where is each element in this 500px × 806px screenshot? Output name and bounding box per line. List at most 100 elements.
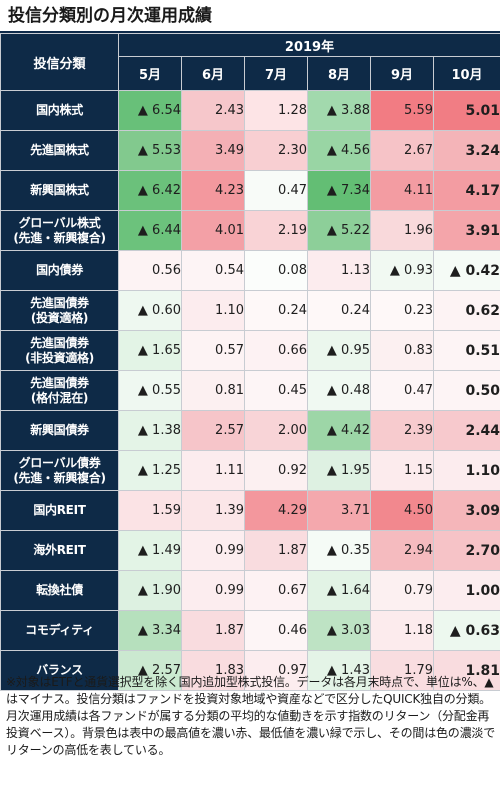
row-category-label: 先進国株式: [0, 130, 119, 171]
value-cell: 2.67: [370, 130, 434, 171]
value-cell: ▲ 0.35: [307, 530, 371, 571]
value-cell: 0.50: [432, 370, 500, 411]
value-cell: 0.45: [244, 370, 308, 411]
value-cell: 2.70: [432, 530, 500, 571]
value-cell: 3.24: [432, 130, 500, 171]
category-line: (先進・新興複合): [13, 470, 106, 485]
value-cell: ▲ 3.03: [307, 610, 371, 651]
table-row: 国内株式 ▲ 6.54 2.43 1.28 ▲ 3.88 5.59 5.01: [0, 90, 500, 131]
table-row: グローバル債券 (先進・新興複合) ▲ 1.25 1.11 0.92 ▲ 1.95 1.15…: [0, 450, 500, 491]
row-category-label: 国内債券: [0, 250, 119, 291]
table-row: 海外REIT ▲ 1.49 0.99 1.87 ▲ 0.35 2.94 2.70: [0, 530, 500, 571]
value-cell: 4.17: [432, 170, 500, 211]
value-cell: 0.66: [244, 330, 308, 371]
title-underline: [0, 31, 500, 33]
value-cell: ▲ 4.42: [307, 410, 371, 451]
value-cell: ▲ 3.88: [307, 90, 371, 131]
table-row: 先進国株式 ▲ 5.53 3.49 2.30 ▲ 4.56 2.67 3.24: [0, 130, 500, 171]
performance-table: 投信分類 2019年 5月 6月 7月 8月 9月 10月 国内株式 ▲ 6.54 2.43 1…: [0, 33, 500, 691]
row-category-label: バランス: [0, 650, 119, 691]
value-cell: 2.00: [244, 410, 308, 451]
value-cell: 4.23: [181, 170, 245, 211]
value-cell: 0.24: [307, 290, 371, 331]
value-cell: 0.57: [181, 330, 245, 371]
value-cell: ▲ 1.65: [118, 330, 182, 371]
category-line: 先進国債券: [30, 375, 89, 390]
row-category-label: コモディティ: [0, 610, 119, 651]
value-cell: 0.99: [181, 570, 245, 611]
category-line: 転換社債: [36, 583, 83, 597]
footnote: ※対象はETFと通貨選択型を除く国内追加型株式投信。データは各月末時点で、単位は…: [6, 675, 496, 757]
value-cell: 1.83: [181, 650, 245, 691]
value-cell: ▲ 0.60: [118, 290, 182, 331]
value-cell: 5.01: [432, 90, 500, 131]
value-cell: 4.11: [370, 170, 434, 211]
value-cell: 0.23: [370, 290, 434, 331]
value-cell: 1.11: [181, 450, 245, 491]
value-cell: 2.44: [432, 410, 500, 451]
value-cell: 3.09: [432, 490, 500, 531]
category-line: 海外REIT: [33, 543, 86, 557]
value-cell: 1.00: [432, 570, 500, 611]
month-header: 6月: [181, 56, 245, 91]
table-row: 転換社債 ▲ 1.90 0.99 0.67 ▲ 1.64 0.79 1.00: [0, 570, 500, 611]
table-row: 国内REIT 1.59 1.39 4.29 3.71 4.50 3.09: [0, 490, 500, 531]
value-cell: 0.67: [244, 570, 308, 611]
row-category-label: 先進国債券 (非投資適格): [0, 330, 119, 371]
row-category-label: グローバル株式 (先進・新興複合): [0, 210, 119, 251]
value-cell: 1.13: [307, 250, 371, 291]
value-cell: ▲ 0.48: [307, 370, 371, 411]
value-cell: ▲ 1.90: [118, 570, 182, 611]
value-cell: 0.83: [370, 330, 434, 371]
value-cell: 0.51: [432, 330, 500, 371]
value-cell: 0.99: [181, 530, 245, 571]
value-cell: 3.49: [181, 130, 245, 171]
month-header: 10月: [432, 56, 500, 91]
value-cell: ▲ 6.54: [118, 90, 182, 131]
value-cell: 2.94: [370, 530, 434, 571]
value-cell: ▲ 0.42: [432, 250, 500, 291]
value-cell: 0.47: [244, 170, 308, 211]
category-line: 国内REIT: [33, 503, 86, 517]
value-cell: 1.79: [370, 650, 434, 691]
value-cell: ▲ 3.34: [118, 610, 182, 651]
month-header: 7月: [244, 56, 308, 91]
category-line: 国内債券: [36, 263, 83, 277]
category-line: 先進国債券: [30, 335, 89, 350]
value-cell: 4.01: [181, 210, 245, 251]
value-cell: 0.79: [370, 570, 434, 611]
value-cell: 0.47: [370, 370, 434, 411]
value-cell: ▲ 6.42: [118, 170, 182, 211]
value-cell: ▲ 1.64: [307, 570, 371, 611]
row-category-label: 国内REIT: [0, 490, 119, 531]
value-cell: 1.18: [370, 610, 434, 651]
value-cell: ▲ 7.34: [307, 170, 371, 211]
value-cell: 5.59: [370, 90, 434, 131]
value-cell: 0.08: [244, 250, 308, 291]
value-cell: 0.24: [244, 290, 308, 331]
row-category-label: 転換社債: [0, 570, 119, 611]
value-cell: 1.10: [181, 290, 245, 331]
category-line: 先進国株式: [30, 143, 89, 157]
value-cell: 2.19: [244, 210, 308, 251]
month-header: 5月: [118, 56, 182, 91]
table-row: 新興国債券 ▲ 1.38 2.57 2.00 ▲ 4.42 2.39 2.44: [0, 410, 500, 451]
value-cell: ▲ 6.44: [118, 210, 182, 251]
value-cell: ▲ 1.43: [307, 650, 371, 691]
table-row: バランス ▲ 2.57 1.83 0.97 ▲ 1.43 1.79 1.81: [0, 650, 500, 691]
category-line: 国内株式: [36, 103, 83, 117]
value-cell: 4.29: [244, 490, 308, 531]
table-row: グローバル株式 (先進・新興複合) ▲ 6.44 4.01 2.19 ▲ 5.22 1.96…: [0, 210, 500, 251]
value-cell: ▲ 5.22: [307, 210, 371, 251]
value-cell: 0.56: [118, 250, 182, 291]
value-cell: 1.15: [370, 450, 434, 491]
value-cell: 0.54: [181, 250, 245, 291]
value-cell: ▲ 2.57: [118, 650, 182, 691]
row-category-label: 先進国債券 (格付混在): [0, 370, 119, 411]
value-cell: 1.87: [244, 530, 308, 571]
table-row: 先進国債券 (非投資適格) ▲ 1.65 0.57 0.66 ▲ 0.95 0.83 0.51: [0, 330, 500, 371]
row-category-label: 海外REIT: [0, 530, 119, 571]
row-category-label: 新興国債券: [0, 410, 119, 451]
value-cell: 0.46: [244, 610, 308, 651]
value-cell: 0.97: [244, 650, 308, 691]
